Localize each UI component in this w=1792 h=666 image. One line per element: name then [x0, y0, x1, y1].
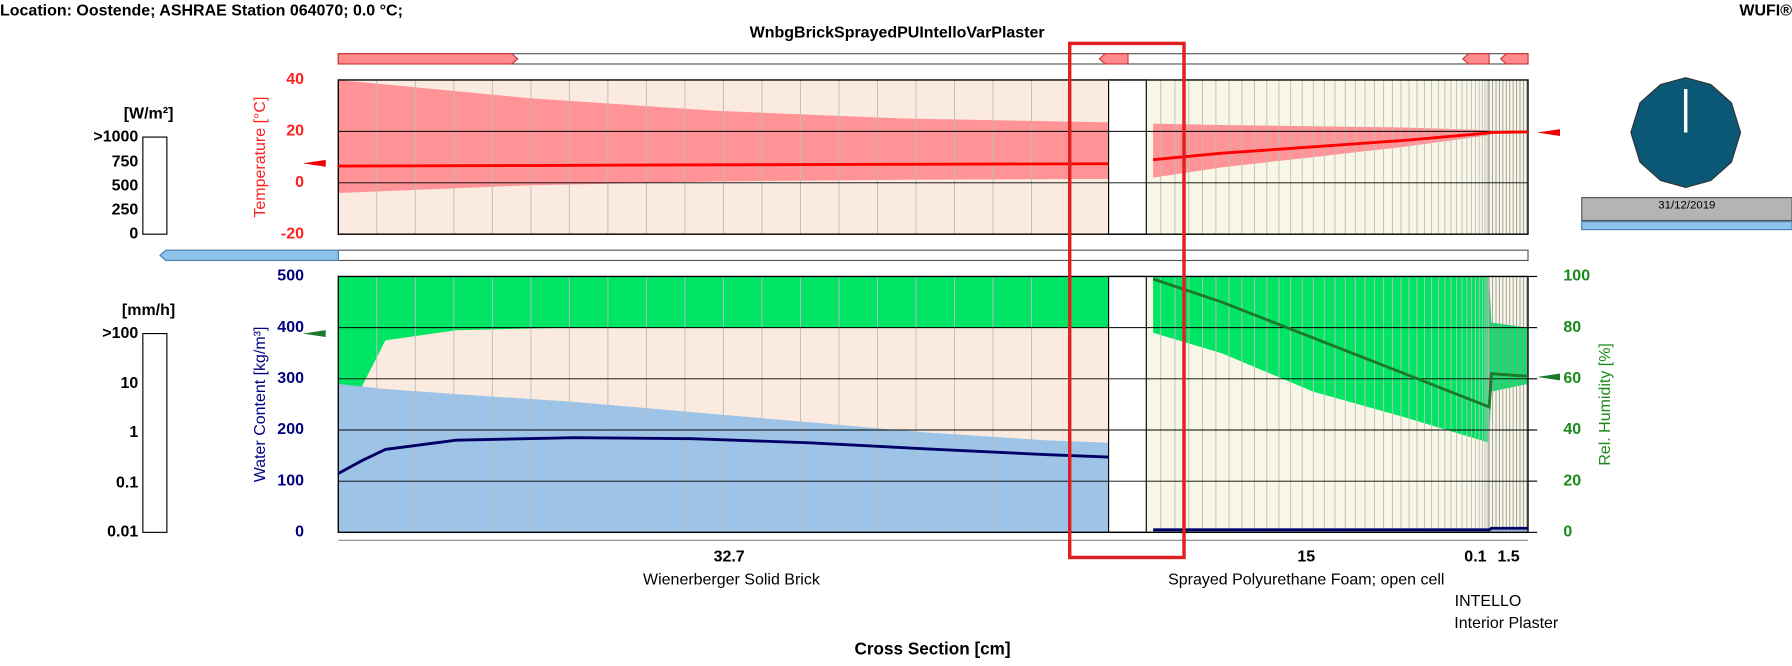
range-band	[1153, 276, 1528, 443]
layer-name: Wienerberger Solid Brick	[643, 572, 821, 589]
y2-tick-label: 0	[1563, 524, 1572, 541]
flux-indicator	[337, 53, 519, 65]
layer-gap	[1108, 79, 1147, 235]
layer-gap	[1108, 275, 1147, 533]
boundary-arrow	[302, 159, 326, 167]
flux-label: 0	[129, 225, 138, 242]
y-axis-title: Temperature [°C]	[252, 97, 269, 218]
location: Location: Oostende; ASHRAE Station 06407…	[0, 3, 403, 20]
layer-name: Interior Plaster	[1454, 615, 1559, 632]
rain-label: 1	[129, 424, 138, 441]
flux-label: 500	[112, 177, 139, 194]
y2-tick-label: 80	[1563, 319, 1581, 336]
flux-label: 250	[112, 201, 139, 218]
series-line	[1153, 526, 1528, 532]
y-tick-label: 0	[295, 524, 304, 541]
title: WnbgBrickSprayedPUIntelloVarPlaster	[750, 24, 1045, 41]
y2-tick-label: 100	[1563, 268, 1590, 285]
flux-scale-box	[142, 136, 168, 235]
layer-thickness: 15	[1297, 549, 1315, 566]
rain-label: >100	[102, 325, 138, 342]
date-box	[1581, 197, 1792, 222]
rain-label: 0.1	[116, 474, 138, 491]
y-tick-label: 500	[277, 268, 304, 285]
plot-frame	[337, 79, 1529, 235]
series-line	[338, 162, 1109, 168]
rain-bar	[337, 249, 1529, 262]
boundary-arrow	[302, 330, 326, 337]
date-progress	[1581, 221, 1792, 231]
rain-indicator	[159, 249, 339, 262]
y-axis-title: Water Content [kg/m³]	[252, 327, 269, 483]
y-tick-label: 100	[277, 472, 304, 489]
layer-thickness: 1.5	[1497, 549, 1519, 566]
y2-tick-label: 60	[1563, 370, 1581, 387]
series-line	[337, 436, 1109, 475]
flux-label: 750	[112, 153, 139, 170]
y-tick-label: 40	[286, 71, 304, 88]
plot-frame	[337, 275, 1529, 534]
flux-label: >1000	[93, 128, 138, 145]
date: 31/12/2019	[1658, 200, 1715, 212]
boundary-arrow	[1537, 373, 1560, 381]
layer-name: Sprayed Polyurethane Foam; open cell	[1168, 572, 1444, 589]
y-tick-label: 0	[295, 174, 304, 191]
y-tick-label: 200	[277, 421, 304, 438]
y2-axis-title: Rel. Humidity [%]	[1597, 343, 1614, 466]
y2-tick-label: 20	[1563, 472, 1581, 489]
rain-scale-box	[142, 333, 168, 533]
flux-unit: [W/m²]	[124, 105, 174, 122]
y2-tick-label: 40	[1563, 421, 1581, 438]
highlight-box	[1068, 41, 1186, 560]
layer-name: INTELLO	[1455, 593, 1522, 610]
flux-indicator	[1499, 53, 1529, 65]
y-tick-label: 20	[286, 123, 304, 140]
y-tick-label: -20	[281, 225, 304, 242]
series-line	[1152, 277, 1529, 409]
boundary-arrow	[1537, 129, 1560, 136]
rain-label: 0.01	[107, 524, 138, 541]
y-tick-label: 400	[277, 319, 304, 336]
rain-label: 10	[121, 375, 139, 392]
series-line	[1153, 130, 1529, 162]
flux-indicator	[1098, 53, 1129, 65]
flux-indicator	[1462, 53, 1490, 65]
layer-thickness: 0.1	[1464, 549, 1486, 566]
brand: WUFI®	[1739, 3, 1792, 20]
y-tick-label: 300	[277, 370, 304, 387]
rain-unit: [mm/h]	[122, 302, 175, 319]
layer-thickness: 32.7	[714, 549, 745, 566]
x-axis-title: Cross Section [cm]	[855, 639, 1011, 659]
